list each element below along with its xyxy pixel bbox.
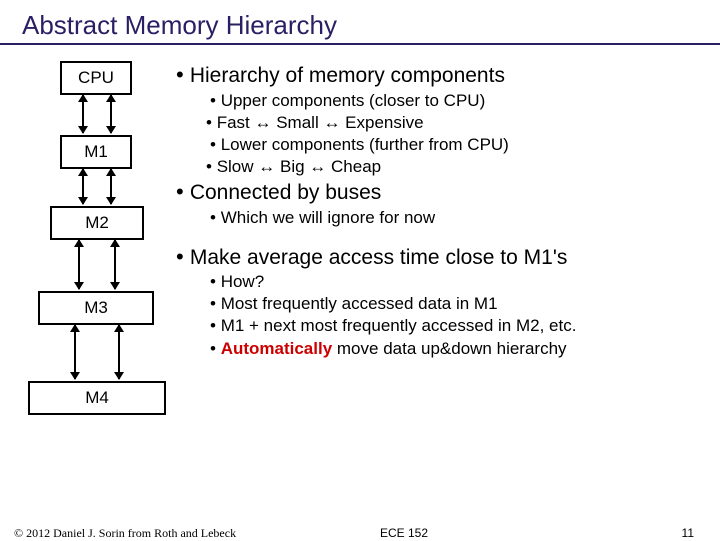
bullet-1b1: Slow ↔ Big ↔ Cheap: [206, 156, 700, 178]
arrow-m3-m4-r: [118, 325, 120, 379]
box-m2: M2: [50, 206, 144, 240]
bullet-1b: Lower components (further from CPU): [210, 134, 700, 156]
imply-icon: ↔: [254, 113, 271, 132]
box-m3: M3: [38, 291, 154, 325]
highlight-word: Automatically: [221, 339, 332, 358]
imply-icon: ↔: [258, 157, 275, 176]
box-m4: M4: [28, 381, 166, 415]
bullet-3d: Automatically move data up&down hierarch…: [210, 338, 700, 360]
box-cpu: CPU: [60, 61, 132, 95]
arrow-m2-m3-r: [114, 240, 116, 289]
slide-title: Abstract Memory Hierarchy: [0, 0, 720, 43]
copyright-text: © 2012 Daniel J. Sorin from Roth and Leb…: [14, 526, 236, 541]
hierarchy-diagram: CPU M1 M2 M3 M4: [0, 61, 170, 360]
page-number: 11: [682, 526, 694, 540]
content-area: CPU M1 M2 M3 M4 Hierarchy of memory comp…: [0, 45, 720, 360]
bullet-1: Hierarchy of memory components: [176, 61, 700, 90]
arrow-cpu-m1-r: [110, 95, 112, 133]
arrow-m3-m4-l: [74, 325, 76, 379]
bullet-1a: Upper components (closer to CPU): [210, 90, 700, 112]
imply-icon: ↔: [323, 113, 340, 132]
bullet-2: Connected by buses: [176, 178, 700, 207]
arrow-m1-m2-r: [110, 169, 112, 204]
imply-icon: ↔: [309, 157, 326, 176]
bullet-3a: How?: [210, 271, 700, 293]
bullet-1a1: Fast ↔ Small ↔ Expensive: [206, 112, 700, 134]
arrow-m2-m3-l: [78, 240, 80, 289]
course-code: ECE 152: [380, 526, 428, 540]
box-m1: M1: [60, 135, 132, 169]
bullet-3: Make average access time close to M1's: [176, 243, 700, 272]
arrow-cpu-m1-l: [82, 95, 84, 133]
bullet-list: Hierarchy of memory components Upper com…: [170, 61, 720, 360]
arrow-m1-m2-l: [82, 169, 84, 204]
bullet-3b: Most frequently accessed data in M1: [210, 293, 700, 315]
bullet-2a: Which we will ignore for now: [210, 207, 700, 229]
bullet-3c: M1 + next most frequently accessed in M2…: [210, 315, 700, 337]
